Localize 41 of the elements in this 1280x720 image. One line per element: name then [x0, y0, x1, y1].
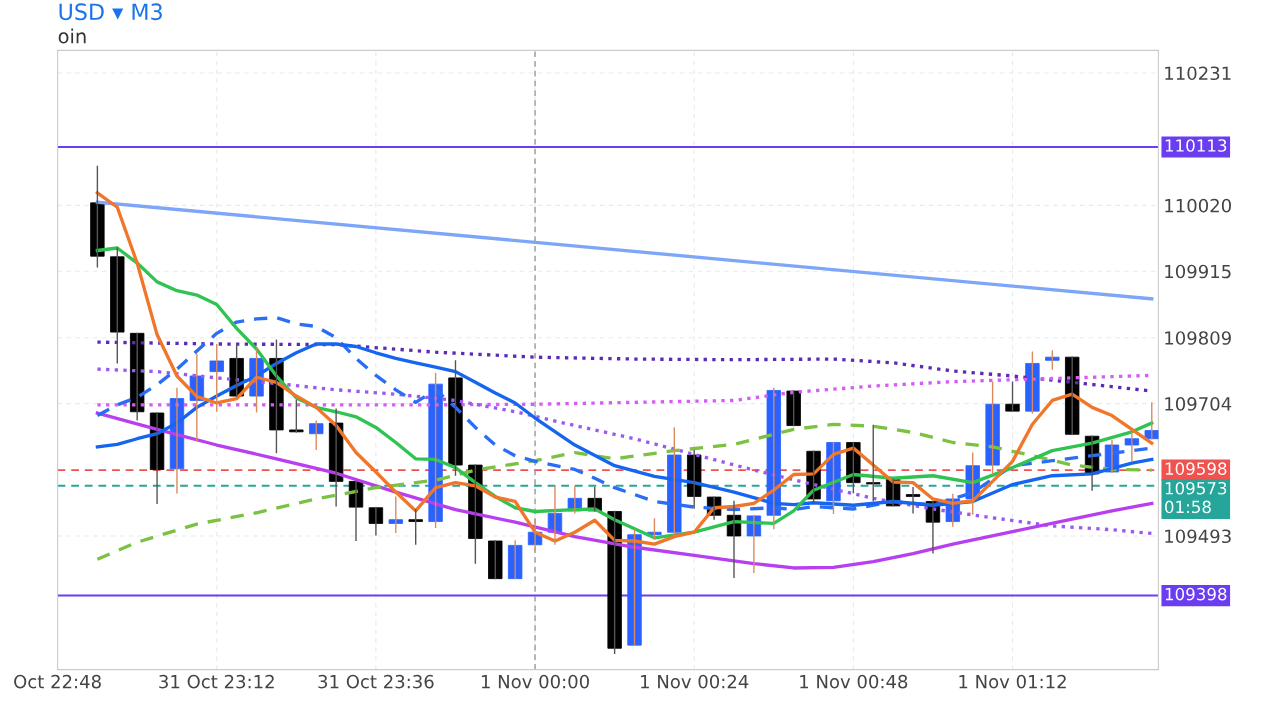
candlestick [866, 424, 881, 502]
ref-line-label: 109398 [1165, 587, 1227, 601]
candlestick [1025, 351, 1040, 414]
y-tick-label: 109915 [1165, 264, 1231, 279]
candlestick [90, 165, 105, 268]
candlestick [289, 399, 304, 433]
candlestick [1005, 381, 1020, 412]
y-tick-label: 109493 [1165, 529, 1231, 544]
y-tick-label: 109809 [1165, 331, 1231, 345]
chart-subtitle: oin [58, 28, 86, 44]
candlestick [388, 496, 403, 533]
line-series [95, 191, 1154, 546]
x-tick-label: 1 Nov 01:12 [959, 674, 1066, 689]
candlestick [1045, 350, 1060, 370]
y-tick-label: 110231 [1165, 66, 1231, 81]
ref-line-label: 110113 [1165, 139, 1227, 152]
x-tick-label: Oct 22:48 [14, 674, 101, 689]
candlestick [607, 510, 622, 654]
ref-line-label: 109573 01:58 [1165, 481, 1227, 514]
candlestick [905, 486, 921, 514]
candlestick [209, 343, 224, 412]
candlestick [309, 420, 324, 451]
candlestick [448, 360, 463, 476]
ref-line-label: 109598 [1165, 462, 1227, 475]
candlestick [985, 381, 1000, 475]
candlestick [368, 507, 384, 536]
y-tick-label: 110020 [1165, 198, 1231, 213]
x-tick-label: 1 Nov 00:00 [481, 674, 589, 689]
candlestick [488, 540, 503, 580]
x-tick-label: 31 Oct 23:36 [318, 674, 434, 689]
chart-title: USD ▾ M3 [59, 3, 162, 21]
x-tick-label: 1 Nov 00:24 [641, 674, 749, 689]
y-tick-label: 109704 [1165, 397, 1232, 411]
candlestick [786, 390, 801, 427]
candlestick [627, 529, 642, 646]
candlestick [110, 247, 125, 364]
candlestick [1124, 431, 1140, 463]
candlestick [507, 540, 523, 580]
candlestick [408, 508, 423, 545]
x-tick-label: 31 Oct 23:12 [159, 674, 274, 689]
x-tick-label: 1 Nov 00:48 [800, 674, 908, 689]
